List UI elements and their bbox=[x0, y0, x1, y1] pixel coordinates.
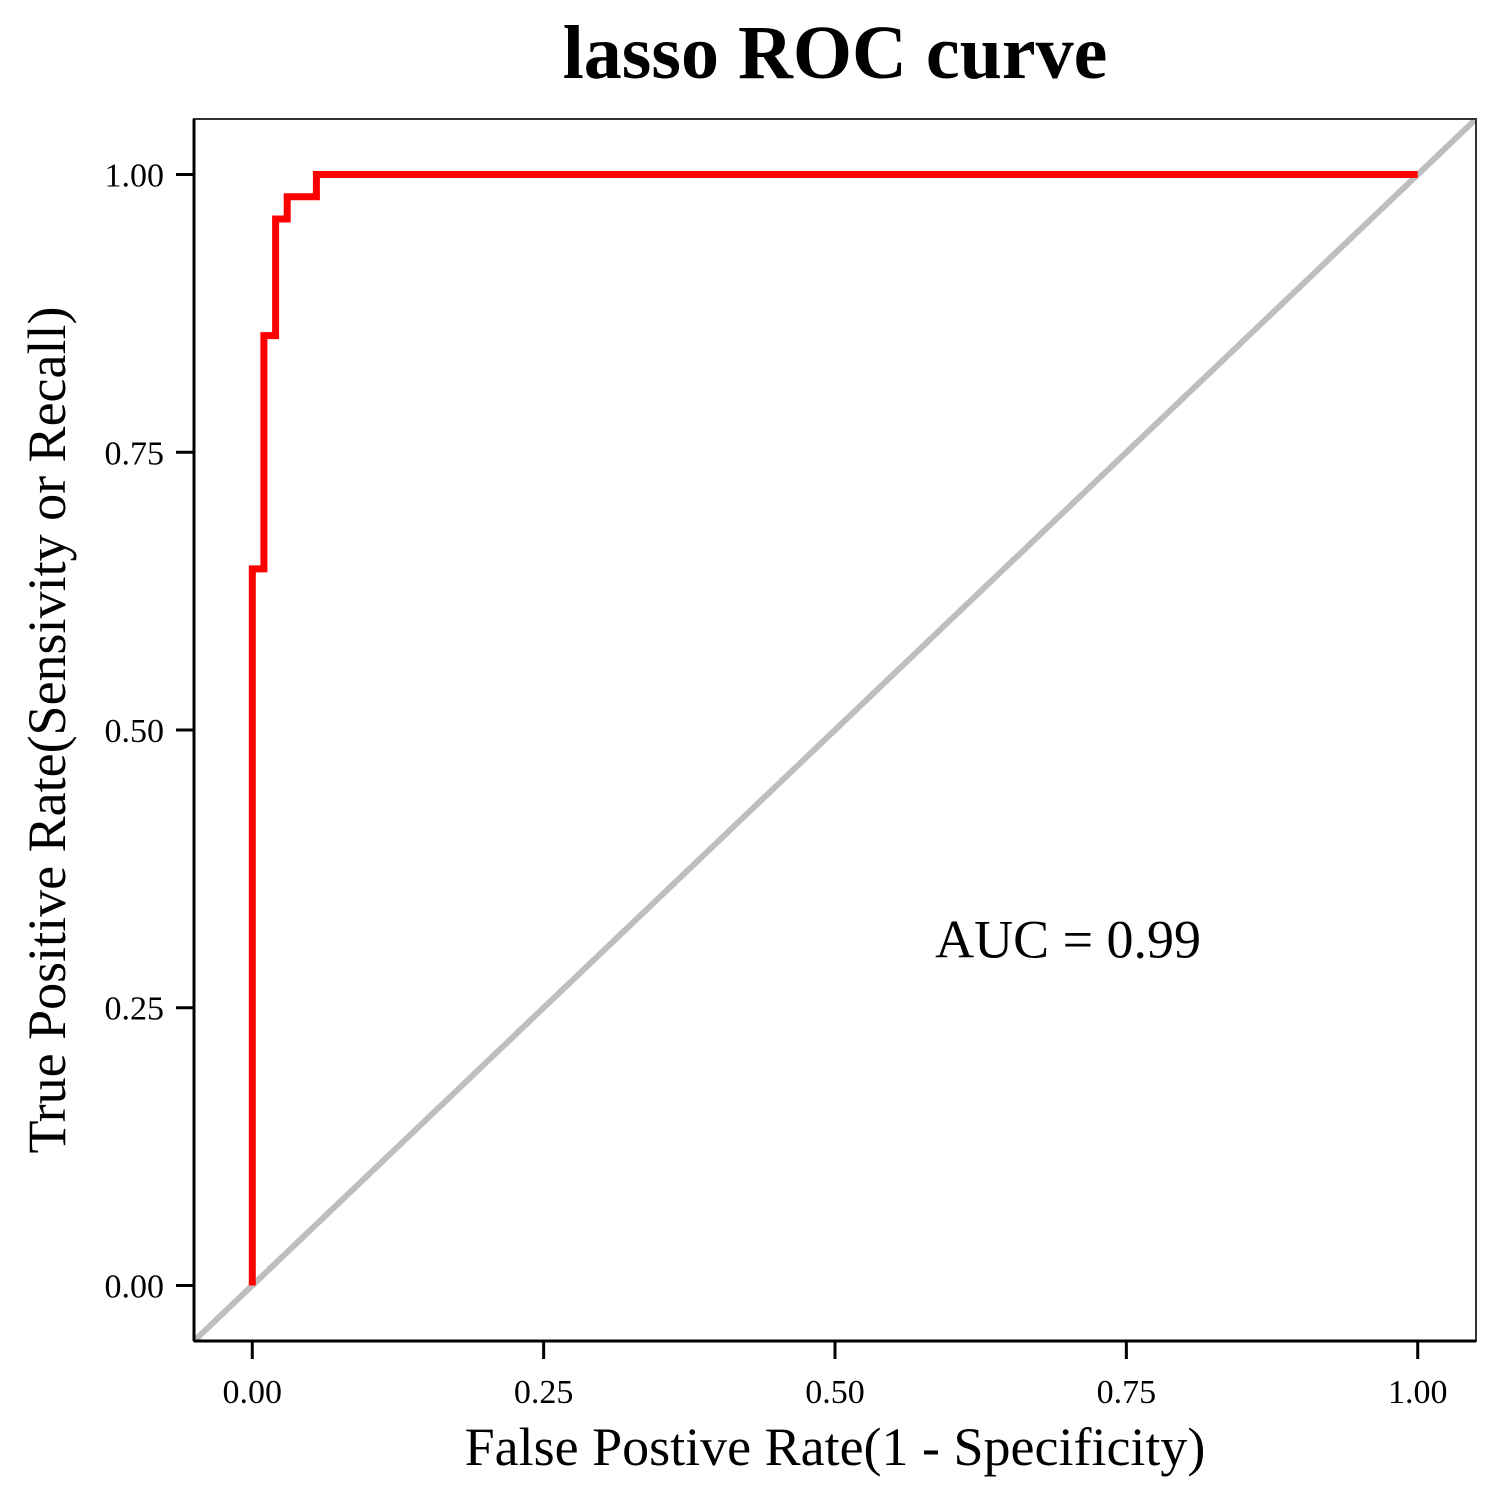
x-tick-label: 0.00 bbox=[223, 1374, 283, 1411]
y-tick-label: 0.50 bbox=[105, 713, 165, 750]
y-tick-label: 0.75 bbox=[105, 435, 165, 472]
x-tick-label: 0.25 bbox=[514, 1374, 574, 1411]
x-tick-label: 0.50 bbox=[805, 1374, 865, 1411]
y-tick-label: 1.00 bbox=[105, 158, 165, 195]
auc-annotation: AUC = 0.99 bbox=[935, 910, 1201, 970]
x-axis-label: False Postive Rate(1 - Specificity) bbox=[465, 1417, 1206, 1477]
reference-diagonal-line bbox=[194, 119, 1476, 1341]
x-tick-label: 1.00 bbox=[1388, 1374, 1448, 1411]
x-tick-label: 0.75 bbox=[1097, 1374, 1157, 1411]
y-tick-label: 0.25 bbox=[105, 991, 165, 1028]
y-tick-label: 0.00 bbox=[105, 1268, 165, 1305]
plot-area: AUC = 0.99 bbox=[194, 119, 1476, 1341]
roc-curve-series-0 bbox=[248, 171, 1418, 1286]
chart-title: lasso ROC curve bbox=[563, 11, 1108, 95]
axis-ticks: 0.00 0.25 0.50 0.75 1.00 0.00 0.25 0.50 0.75 1.00 bbox=[105, 158, 1448, 1411]
y-axis-label: True Positive Rate(Sensivity or Recall) bbox=[17, 307, 77, 1154]
